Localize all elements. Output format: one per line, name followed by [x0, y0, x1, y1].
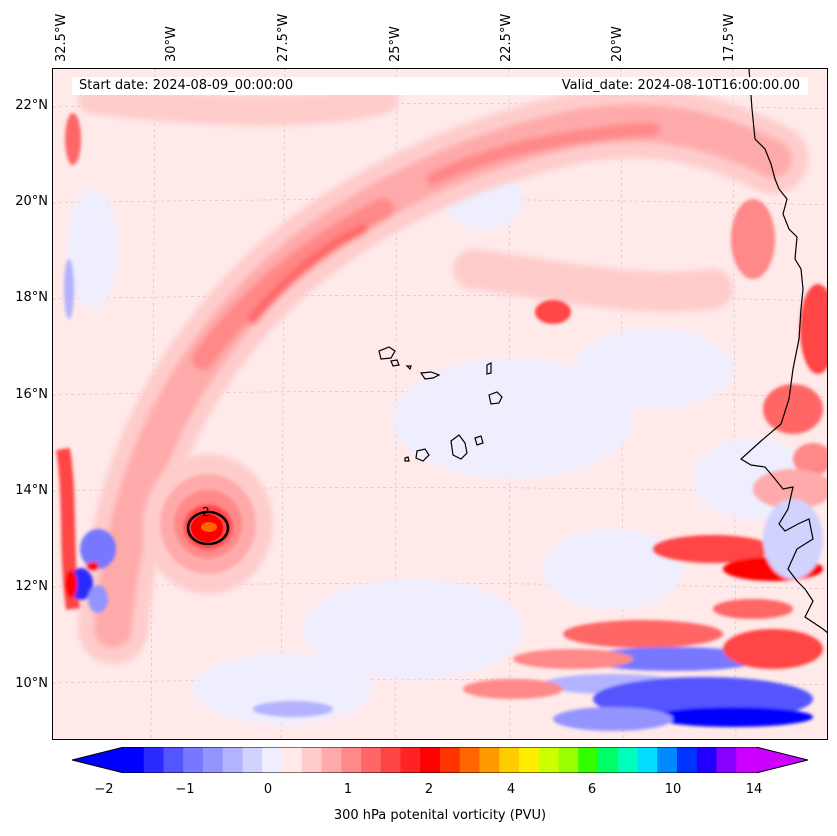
lat-label-20n: 20°N — [15, 194, 48, 209]
lon-label-22-5w: 22.5°W — [499, 13, 514, 62]
colorbar-segment — [459, 747, 481, 773]
colorbar-tick-10: 10 — [664, 782, 682, 797]
colorbar-max-extension — [756, 747, 808, 773]
colorbar-min-extension — [72, 747, 124, 773]
colorbar-segments — [124, 747, 757, 773]
colorbar-tick-minus1: −1 — [175, 782, 195, 797]
cape-verde-island-sao-nicolau — [419, 371, 441, 380]
cape-verde-island-maio — [474, 435, 484, 446]
lon-label-20w: 20°W — [610, 26, 625, 62]
lon-label-25w: 25°W — [388, 26, 403, 62]
lat-label-16n: 16°N — [15, 387, 48, 402]
valid-date-label: Valid_date: 2024-08-10T16:00:00.00 — [561, 78, 800, 93]
start-date-label: Start date: 2024-08-09_00:00:00 — [79, 78, 294, 93]
coastlines — [378, 69, 827, 634]
pv-map: 2 — [52, 68, 828, 740]
colorbar-segment — [282, 747, 303, 773]
cape-verde-island-santo-antao — [378, 346, 396, 360]
cape-verde-island-fogo — [415, 448, 430, 462]
colorbar-segment — [637, 747, 658, 773]
pv-2-contour — [186, 510, 230, 546]
lon-label-30w: 30°W — [164, 26, 179, 62]
colorbar — [72, 747, 808, 773]
colorbar-segment — [361, 747, 382, 773]
lat-label-10n: 10°N — [15, 676, 48, 691]
colorbar-segment — [163, 747, 184, 773]
pv-field: 2 — [53, 69, 827, 739]
colorbar-segment — [341, 747, 362, 773]
colorbar-segment — [538, 747, 560, 773]
colorbar-segment — [143, 747, 165, 773]
pv-vortex: 2 — [143, 454, 273, 594]
colorbar-segment — [242, 747, 263, 773]
colorbar-segment — [736, 747, 757, 773]
colorbar-segment — [716, 747, 737, 773]
colorbar-tick-0: 0 — [263, 782, 273, 797]
west-edge-anomaly — [56, 113, 116, 613]
pv-streamer — [78, 84, 808, 664]
colorbar-tick-4: 4 — [506, 782, 516, 797]
cape-verde-island-brava — [404, 456, 410, 462]
colorbar-segment — [598, 747, 619, 773]
colorbar-segment — [519, 747, 540, 773]
cape-verde-island-santa-luzia — [405, 365, 412, 371]
colorbar-segment — [578, 747, 599, 773]
cape-verde-island-santiago — [450, 434, 468, 460]
colorbar-segment — [440, 747, 461, 773]
lat-label-22n: 22°N — [15, 98, 48, 113]
colorbar-segment — [203, 747, 224, 773]
pv-contour-label: 2 — [202, 505, 210, 519]
lon-label-17-5w: 17.5°W — [722, 13, 737, 62]
colorbar-segment — [499, 747, 520, 773]
colorbar-tick-14: 14 — [745, 782, 763, 797]
lat-label-12n: 12°N — [15, 579, 48, 594]
lat-label-14n: 14°N — [15, 483, 48, 498]
colorbar-segment — [696, 747, 718, 773]
lat-label-18n: 18°N — [15, 290, 48, 305]
cape-verde-island-sal — [486, 362, 492, 375]
colorbar-segment — [617, 747, 639, 773]
african-coastline — [739, 69, 827, 634]
east-anomalies — [253, 199, 827, 731]
colorbar-segment — [677, 747, 698, 773]
colorbar-segment — [657, 747, 678, 773]
colorbar-segment — [558, 747, 579, 773]
colorbar-segment — [262, 747, 283, 773]
colorbar-segment — [301, 747, 323, 773]
colorbar-segment — [380, 747, 402, 773]
colorbar-segment — [183, 747, 204, 773]
cape-verde-island-boa-vista — [488, 391, 503, 405]
date-header-background — [72, 77, 808, 95]
colorbar-segment — [479, 747, 500, 773]
colorbar-segment — [222, 747, 244, 773]
colorbar-tick-6: 6 — [587, 782, 597, 797]
colorbar-segment — [400, 747, 421, 773]
lon-label-32-5w: 32.5°W — [54, 13, 69, 62]
colorbar-tick-minus2: −2 — [94, 782, 114, 797]
lon-label-27-5w: 27.5°W — [276, 13, 291, 62]
colorbar-segment — [420, 747, 441, 773]
colorbar-label: 300 hPa potenital vorticity (PVU) — [333, 808, 547, 823]
colorbar-segment — [321, 747, 342, 773]
colorbar-tick-2: 2 — [424, 782, 434, 797]
colorbar-tick-1: 1 — [343, 782, 353, 797]
colorbar-segment — [124, 747, 145, 773]
cape-verde-island-sao-vicente — [390, 359, 400, 367]
